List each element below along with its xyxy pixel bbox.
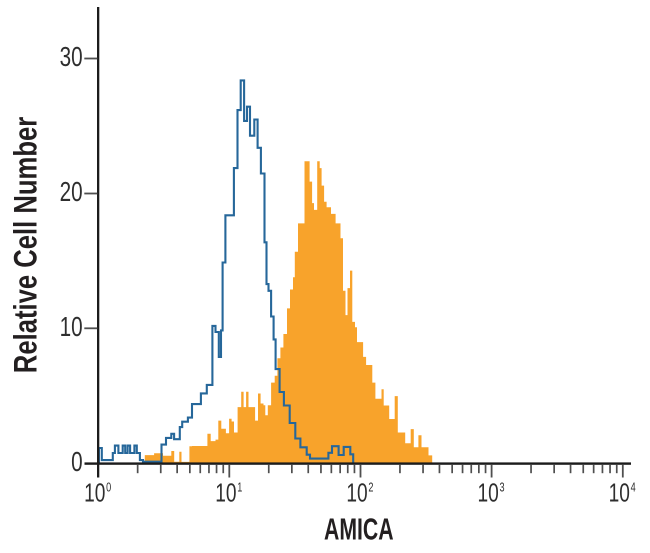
svg-text:1: 1 bbox=[237, 481, 242, 495]
svg-text:0: 0 bbox=[106, 481, 111, 495]
svg-text:3: 3 bbox=[500, 481, 505, 495]
svg-text:10: 10 bbox=[346, 478, 367, 508]
svg-text:30: 30 bbox=[60, 42, 83, 73]
svg-text:AMICA: AMICA bbox=[324, 511, 394, 546]
svg-text:10: 10 bbox=[60, 312, 83, 343]
svg-text:20: 20 bbox=[60, 177, 83, 208]
svg-text:10: 10 bbox=[215, 478, 236, 508]
svg-text:Relative Cell Number: Relative Cell Number bbox=[8, 117, 45, 373]
svg-text:4: 4 bbox=[631, 481, 636, 495]
svg-text:2: 2 bbox=[368, 481, 373, 495]
svg-text:10: 10 bbox=[478, 478, 499, 508]
svg-text:10: 10 bbox=[609, 478, 630, 508]
svg-text:0: 0 bbox=[71, 447, 83, 478]
svg-text:10: 10 bbox=[84, 478, 105, 508]
